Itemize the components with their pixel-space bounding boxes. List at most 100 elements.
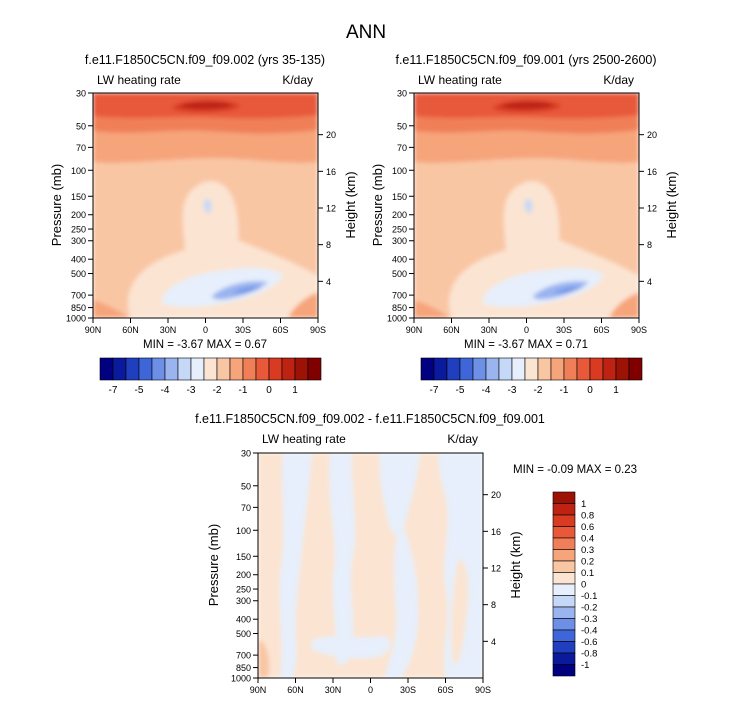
y-tick-label: 850: [392, 303, 407, 313]
colorbar-label: -0.4: [581, 626, 597, 637]
y-tick-label: 850: [71, 303, 86, 313]
x-tick-label: 30N: [481, 325, 498, 335]
colorbar-swatch: [151, 357, 166, 381]
y-tick-label: 150: [392, 192, 407, 202]
contour-fill-level: [524, 199, 533, 214]
panel-title: f.e11.F1850C5CN.f09_f09.002 - f.e11.F185…: [195, 412, 545, 426]
y-tick-label: 1000: [66, 314, 86, 324]
colorbar-swatch: [99, 357, 114, 381]
colorbar-swatch: [281, 357, 296, 381]
colorbar-swatch: [550, 357, 565, 381]
colorbar-swatch: [164, 357, 179, 381]
colorbar-swatch: [552, 572, 576, 585]
x-tick-label: 0: [368, 685, 373, 695]
contour-fill-level: [414, 130, 639, 163]
x-tick-label: 30S: [235, 325, 251, 335]
colorbar-swatch: [268, 357, 283, 381]
colorbar-label: -7: [430, 385, 439, 396]
x-tick-label: 60N: [122, 325, 139, 335]
y-tick-label: 700: [71, 291, 86, 301]
colorbar-label: -2: [213, 385, 222, 396]
y-tick-label: 300: [71, 236, 86, 246]
y-tick-label: 300: [392, 236, 407, 246]
y2-axis-label: Height (km): [664, 171, 679, 238]
y2-tick-label: 8: [647, 240, 652, 250]
y2-tick-label: 4: [647, 277, 652, 287]
y-tick-label: 30: [397, 89, 407, 99]
y-tick-label: 150: [71, 192, 86, 202]
contour-fill-level: [279, 453, 312, 678]
contour-field: [414, 93, 639, 318]
colorbar-swatch: [294, 357, 309, 381]
y2-tick-label: 12: [326, 204, 336, 214]
colorbar-label: -1: [560, 385, 569, 396]
colorbar-label: 0.4: [581, 534, 594, 545]
colorbar-swatch: [552, 652, 576, 665]
colorbar-swatch: [112, 357, 127, 381]
y-tick-label: 250: [71, 225, 86, 235]
y-tick-label: 30: [76, 89, 86, 99]
colorbar-swatch: [552, 629, 576, 642]
y2-axis-label: Height (km): [508, 531, 523, 598]
contour-fill-level: [329, 453, 356, 666]
y-tick-label: 700: [392, 291, 407, 301]
y-tick-label: 400: [392, 255, 407, 265]
y-tick-label: 850: [236, 663, 251, 673]
colorbar-swatch: [552, 537, 576, 550]
contour-fill-level: [379, 453, 420, 535]
colorbar-swatch: [537, 357, 552, 381]
colorbar-label: -0.6: [581, 637, 597, 648]
colorbar-label: -4: [161, 385, 170, 396]
x-tick-label: 60S: [272, 325, 288, 335]
colorbar-swatch: [589, 357, 604, 381]
panel-test: f.e11.F1850C5CN.f09_f09.001 (yrs 2500-26…: [370, 53, 679, 396]
x-tick-label: 60S: [437, 685, 453, 695]
colorbar-swatch: [602, 357, 617, 381]
colorbar-label: -1: [239, 385, 248, 396]
y2-tick-label: 20: [326, 130, 336, 140]
y2-tick-label: 12: [647, 204, 657, 214]
colorbar: -7 -5 -4 -3 -2 -1 0 1: [99, 357, 322, 396]
colorbar-swatch: [459, 357, 474, 381]
colorbar-swatch: [216, 357, 231, 381]
contour-fill-level: [609, 292, 639, 318]
colorbar-swatch: [552, 514, 576, 527]
y-tick-label: 250: [392, 225, 407, 235]
colorbar-swatch: [552, 549, 576, 562]
colorbar-label: 1: [613, 385, 619, 396]
colorbar-swatch: [433, 357, 448, 381]
contour-fill-level: [180, 101, 232, 109]
colorbar-label: 0.2: [581, 557, 594, 568]
x-tick-label: 90N: [85, 325, 102, 335]
contour-fill-level: [93, 300, 130, 318]
units-label: K/day: [282, 73, 313, 87]
colorbar-swatch: [552, 664, 576, 677]
colorbar-label: -0.8: [581, 649, 597, 660]
y-tick-label: 70: [241, 503, 251, 513]
colorbar-swatch: [125, 357, 140, 381]
colorbar-swatch: [615, 357, 630, 381]
colorbar-swatch: [552, 560, 576, 573]
x-tick-label: 0: [203, 325, 208, 335]
colorbar-label: 0: [581, 580, 586, 591]
y-tick-label: 30: [241, 449, 251, 459]
min-max-stats: MIN = -3.67 MAX = 0.71: [464, 339, 588, 351]
x-tick-label: 30S: [556, 325, 572, 335]
colorbar-label: -0.1: [581, 591, 597, 602]
y2-tick-label: 16: [326, 167, 336, 177]
y-tick-label: 500: [71, 269, 86, 279]
contour-fill-level: [501, 101, 553, 109]
colorbar-label: -5: [456, 385, 465, 396]
y2-tick-label: 16: [647, 167, 657, 177]
y-tick-label: 1000: [387, 314, 407, 324]
y-tick-label: 400: [71, 255, 86, 265]
y-tick-label: 500: [392, 269, 407, 279]
contour-fill-level: [414, 300, 451, 318]
y2-tick-label: 20: [647, 130, 657, 140]
colorbar-label: 0.6: [581, 522, 594, 533]
y-tick-label: 70: [397, 143, 407, 153]
contour-field: [93, 93, 318, 318]
colorbar-swatch: [138, 357, 153, 381]
